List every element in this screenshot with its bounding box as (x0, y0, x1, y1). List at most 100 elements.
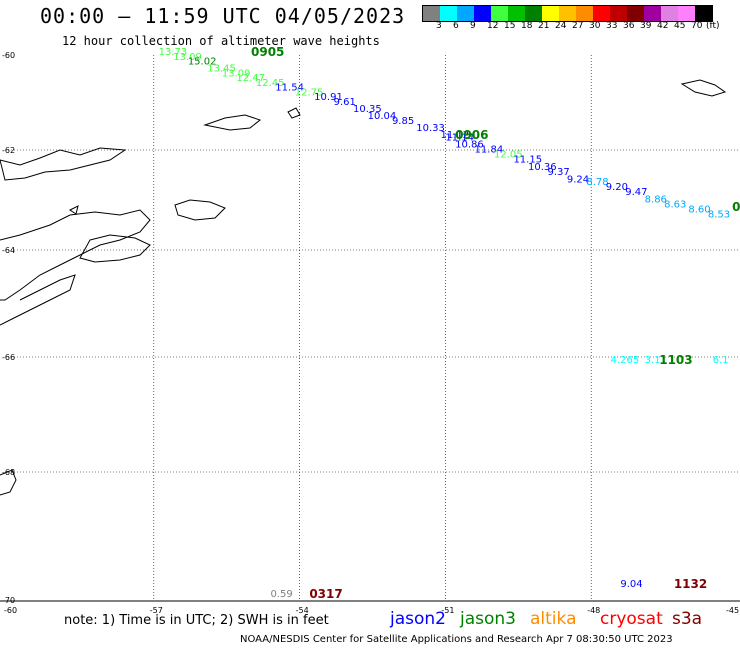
coastline (0, 79, 727, 496)
latitude-label: -64 (2, 246, 15, 255)
latitude-label: -66 (2, 353, 15, 362)
satellite-legend-item: jason3 (460, 609, 516, 629)
wave-height-value: 10.36 (528, 162, 557, 173)
longitude-label: -60 (4, 606, 17, 615)
colorbar-label: 39 (640, 21, 652, 31)
colorbar-swatch (474, 6, 491, 21)
footer-note: note: 1) Time is in UTC; 2) SWH is in fe… (64, 613, 329, 628)
graticule (8, 55, 740, 600)
map-subtitle: 12 hour collection of altimeter wave hei… (62, 34, 380, 48)
colorbar-swatch (525, 6, 542, 21)
wave-height-value: 10.91 (314, 92, 343, 103)
latitude-label: -68 (2, 468, 15, 477)
colorbar-swatch (661, 6, 678, 21)
colorbar-swatch (610, 6, 627, 21)
pass-time-label: 0906 (455, 128, 488, 142)
wave-height-value: 11.54 (275, 83, 304, 94)
map-title: 00:00 – 11:59 UTC 04/05/2023 (40, 4, 406, 28)
pass-time-label: 090 (732, 200, 740, 214)
wave-height-value: 8.60 (688, 205, 710, 216)
altimeter-observations: 13.7313.0915.0213.4513.0912.4712.4511.54… (159, 45, 740, 601)
colorbar-swatch (593, 6, 610, 21)
longitude-label: -45 (726, 606, 739, 615)
wave-height-value: 10.35 (353, 104, 382, 115)
colorbar-label: 15 (504, 21, 516, 31)
colorbar-swatch (508, 6, 525, 21)
latitude-label: -62 (2, 146, 15, 155)
wave-height-value: 8.78 (586, 177, 608, 188)
colorbar-label: 9 (470, 21, 476, 31)
wave-height-value: 15.02 (188, 57, 217, 68)
colorbar-swatch (695, 6, 712, 21)
wave-height-value: 9.37 (547, 167, 569, 178)
colorbar-label: 12 (487, 21, 499, 31)
colorbar-swatch (576, 6, 593, 21)
wave-height-value: 11.15 (513, 155, 542, 166)
wave-height-value: 9.20 (606, 182, 628, 193)
wave-height-value: 11.12 (441, 130, 470, 141)
wave-height-value: 8.86 (645, 195, 667, 206)
wave-height-value: 10.33 (416, 123, 445, 134)
colorbar-label: 30 (589, 21, 601, 31)
wave-height-value: 4.265 (611, 355, 640, 366)
colorbar-swatch (678, 6, 695, 21)
wave-height-value: 10.04 (368, 111, 397, 122)
wave-height-value: 10.86 (455, 140, 484, 151)
longitude-label: -51 (441, 606, 454, 615)
colorbar-label: 24 (555, 21, 567, 31)
pass-time-label: 1132 (674, 577, 707, 591)
pass-time-label: 0905 (251, 45, 284, 59)
colorbar (422, 5, 713, 22)
colorbar-swatch (542, 6, 559, 21)
wave-height-value: 13.09 (173, 52, 202, 63)
satellite-legend-item: s3a (672, 609, 703, 629)
wave-height-value: 12.05 (494, 150, 523, 161)
wave-height-value: 9.85 (392, 116, 414, 127)
colorbar-label: 36 (623, 21, 635, 31)
wave-height-value: 13.45 (207, 64, 236, 75)
wave-height-value: 12.47 (236, 73, 265, 84)
wave-height-value: 9.04 (620, 579, 642, 590)
wave-height-value: 9.61 (334, 97, 356, 108)
satellite-legend-item: cryosat (600, 609, 663, 629)
colorbar-label: 18 (521, 21, 533, 31)
colorbar-swatch (644, 6, 661, 21)
satellite-legend-item: jason2 (390, 609, 446, 629)
wave-height-value: 12.75 (295, 87, 324, 98)
colorbar-label: (ft) (706, 21, 720, 31)
colorbar-swatch (423, 6, 440, 21)
colorbar-swatch (559, 6, 576, 21)
wave-height-value: 11.84 (475, 145, 504, 156)
satellite-legend-item: altika (530, 609, 577, 629)
longitude-label: -48 (587, 606, 600, 615)
wave-height-value: 13.73 (159, 47, 188, 58)
colorbar-swatch (457, 6, 474, 21)
colorbar-label: 33 (606, 21, 618, 31)
colorbar-label: 21 (538, 21, 550, 31)
wave-height-value: 12.45 (256, 78, 285, 89)
wave-height-value: 0.59 (270, 589, 292, 600)
wave-height-value: 6.1 (713, 355, 729, 366)
colorbar-label: 42 (657, 21, 669, 31)
longitude-label: -57 (150, 606, 163, 615)
wave-height-value: 3.11 (645, 355, 667, 366)
wave-height-value: 13.09 (222, 68, 251, 79)
wave-height-value: 11.14 (445, 133, 474, 144)
colorbar-swatch (627, 6, 644, 21)
colorbar-label: 45 (674, 21, 686, 31)
colorbar-swatch (440, 6, 457, 21)
colorbar-label: 27 (572, 21, 584, 31)
wave-height-value: 8.63 (664, 200, 686, 211)
pass-time-label: 0317 (309, 587, 342, 601)
colorbar-label: 70 (691, 21, 703, 31)
wave-height-value: 9.47 (625, 187, 647, 198)
longitude-label: -54 (296, 606, 309, 615)
colorbar-swatch (491, 6, 508, 21)
wave-height-value: 8.53 (708, 210, 730, 221)
latitude-label: -60 (2, 51, 15, 60)
credit-line: NOAA/NESDIS Center for Satellite Applica… (240, 634, 673, 645)
pass-time-label: 1103 (659, 353, 692, 367)
colorbar-label: 6 (453, 21, 459, 31)
wave-height-value: 9.24 (567, 175, 589, 186)
